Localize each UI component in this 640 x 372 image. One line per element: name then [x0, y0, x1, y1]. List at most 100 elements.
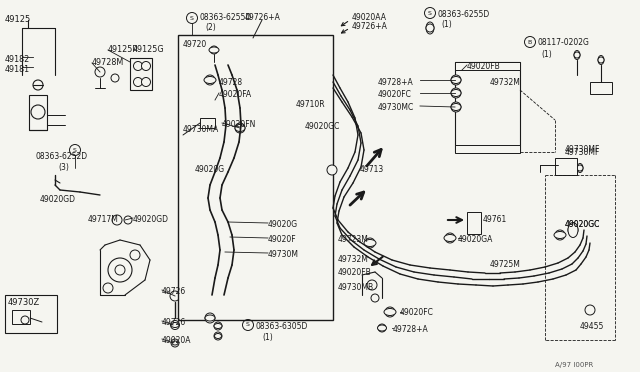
Circle shape [134, 61, 143, 71]
Text: 49713: 49713 [360, 165, 384, 174]
Text: 49181: 49181 [5, 65, 30, 74]
Text: 49020FC: 49020FC [378, 90, 412, 99]
Text: 49020GA: 49020GA [458, 235, 493, 244]
Circle shape [134, 77, 143, 87]
Circle shape [141, 77, 150, 87]
Text: 49732M: 49732M [338, 255, 369, 264]
Bar [200, 118, 215, 128]
Text: S: S [428, 10, 432, 16]
Text: 08363-6255D: 08363-6255D [199, 13, 252, 22]
Text: 49020FC: 49020FC [400, 308, 434, 317]
Text: 49728+A: 49728+A [378, 78, 413, 87]
Text: 49125: 49125 [5, 15, 31, 24]
Bar [178, 35, 333, 320]
Text: 49717M: 49717M [88, 215, 119, 224]
Circle shape [568, 225, 578, 235]
Text: 49020FN: 49020FN [222, 120, 257, 129]
Circle shape [385, 307, 395, 317]
Bar [558, 160, 576, 174]
Text: 08363-6252D: 08363-6252D [35, 152, 87, 161]
Text: 49730MF: 49730MF [565, 145, 600, 154]
Bar [555, 158, 577, 175]
Text: S: S [73, 148, 77, 153]
Circle shape [378, 324, 386, 332]
Circle shape [235, 123, 245, 133]
Ellipse shape [451, 77, 461, 83]
Circle shape [115, 265, 125, 275]
Circle shape [367, 280, 377, 290]
Text: 49020FB: 49020FB [338, 268, 372, 277]
Ellipse shape [574, 51, 580, 60]
Text: 49020A: 49020A [162, 336, 191, 345]
Text: 49020F: 49020F [268, 235, 296, 244]
Circle shape [210, 46, 218, 54]
Bar [590, 82, 612, 94]
Circle shape [205, 313, 215, 323]
Circle shape [141, 61, 150, 71]
Circle shape [170, 291, 180, 301]
Text: (1): (1) [262, 333, 273, 342]
Text: 49728+A: 49728+A [393, 325, 429, 334]
Text: (1): (1) [541, 50, 552, 59]
Bar [12, 310, 30, 324]
Text: B: B [528, 39, 532, 45]
Circle shape [205, 75, 215, 85]
Text: 49182: 49182 [5, 55, 30, 64]
Circle shape [124, 216, 132, 224]
Circle shape [451, 88, 461, 98]
Text: 49020GD: 49020GD [133, 215, 169, 224]
Circle shape [585, 305, 595, 315]
Bar [29, 95, 47, 130]
Ellipse shape [577, 164, 583, 173]
Ellipse shape [209, 47, 219, 53]
Circle shape [555, 230, 565, 240]
Ellipse shape [568, 222, 578, 237]
Circle shape [426, 24, 434, 32]
Circle shape [171, 339, 179, 347]
Text: 49020AA: 49020AA [352, 13, 387, 22]
Ellipse shape [598, 55, 604, 64]
Text: 49725M: 49725M [490, 260, 521, 269]
Circle shape [365, 238, 375, 248]
Text: 49730MF: 49730MF [565, 148, 600, 157]
Text: 49020GD: 49020GD [40, 195, 76, 204]
Text: 49020GC: 49020GC [305, 122, 340, 131]
Ellipse shape [554, 231, 566, 238]
Text: 49730M: 49730M [268, 250, 299, 259]
Ellipse shape [451, 103, 461, 110]
Text: 49020G: 49020G [195, 165, 225, 174]
Ellipse shape [214, 324, 222, 328]
Circle shape [598, 57, 604, 63]
Text: 49728: 49728 [219, 78, 243, 87]
Circle shape [111, 74, 119, 82]
Ellipse shape [426, 22, 434, 34]
Text: 49020GC: 49020GC [565, 220, 600, 229]
Ellipse shape [378, 325, 387, 331]
Bar [455, 62, 520, 152]
Text: 49020GC: 49020GC [565, 220, 600, 229]
Text: 49730Z: 49730Z [8, 298, 40, 307]
Bar [130, 58, 152, 90]
Text: 49726+A: 49726+A [352, 22, 388, 31]
Ellipse shape [364, 240, 376, 247]
Circle shape [95, 67, 105, 77]
Circle shape [170, 321, 179, 330]
Circle shape [21, 316, 29, 324]
Ellipse shape [384, 308, 396, 315]
Text: 49020FA: 49020FA [219, 90, 252, 99]
Ellipse shape [205, 315, 215, 321]
Text: 49125G: 49125G [133, 45, 164, 54]
Circle shape [108, 258, 132, 282]
Text: S: S [246, 323, 250, 327]
Ellipse shape [444, 234, 456, 241]
Ellipse shape [204, 77, 216, 83]
Bar [455, 62, 520, 70]
Text: (3): (3) [58, 163, 69, 172]
Text: 49728M: 49728M [92, 58, 124, 67]
Circle shape [112, 215, 122, 225]
Text: (1): (1) [441, 20, 452, 29]
Text: 49455: 49455 [580, 322, 604, 331]
Text: 49732M: 49732M [490, 78, 521, 87]
Bar [455, 145, 520, 153]
Circle shape [574, 52, 580, 58]
